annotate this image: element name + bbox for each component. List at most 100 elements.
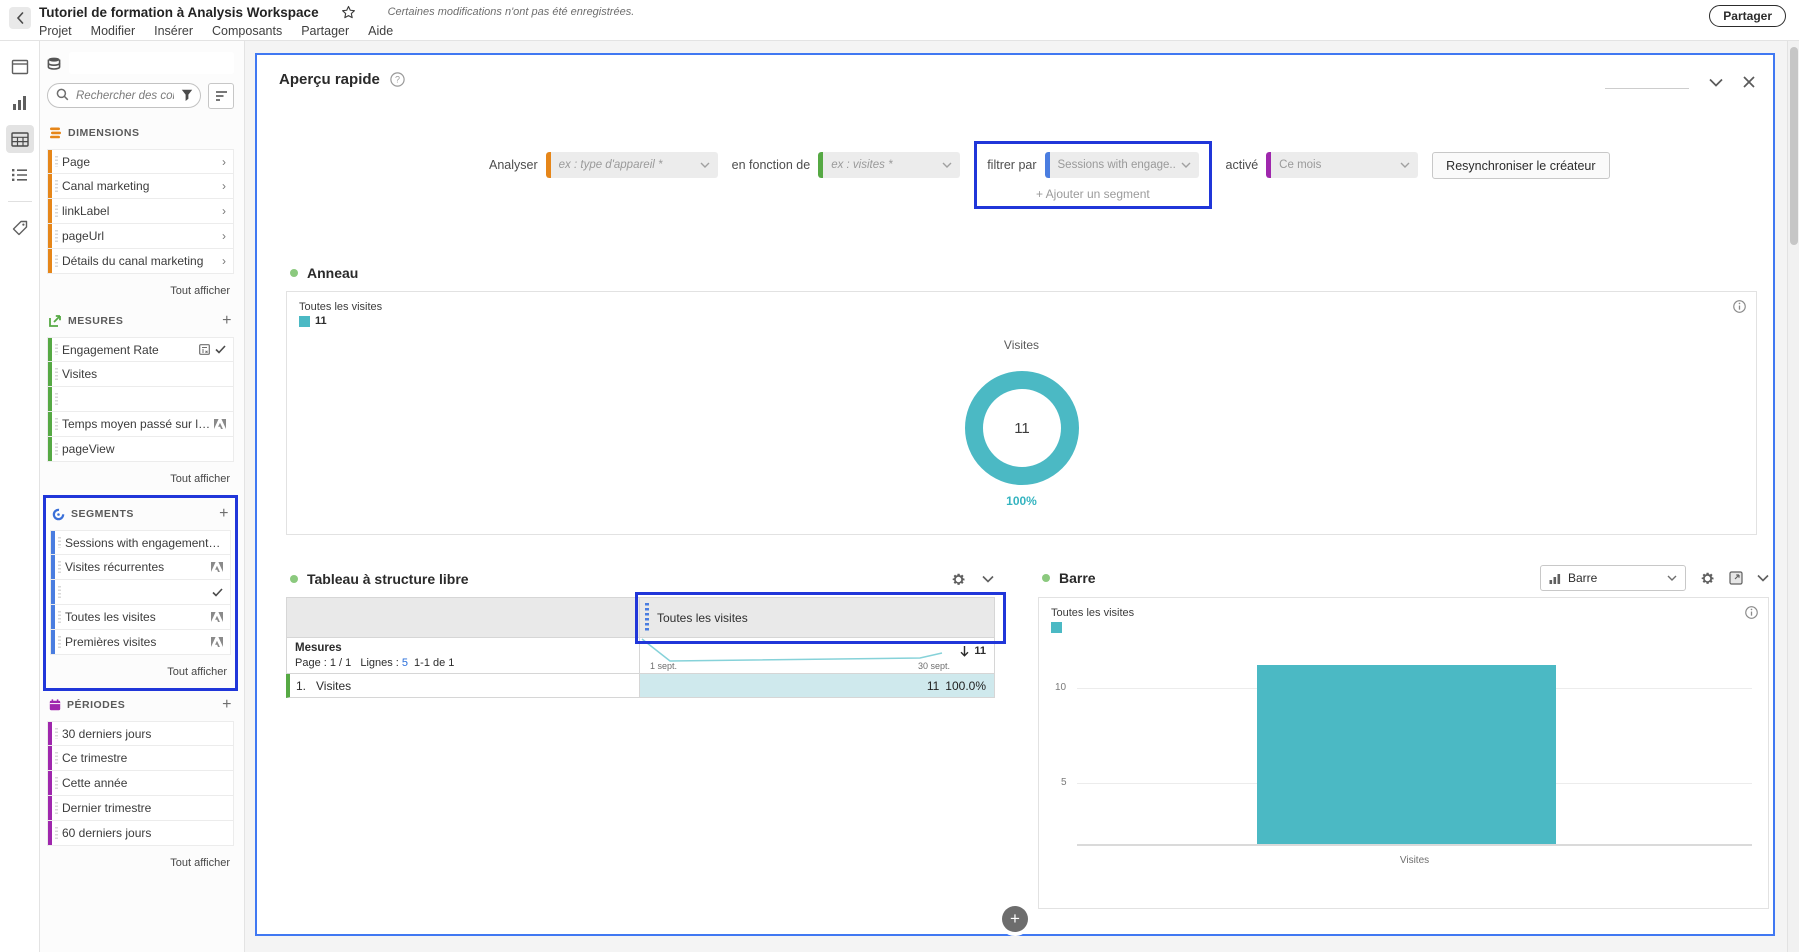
- dimension-linklabel[interactable]: linkLabel ›: [47, 199, 234, 224]
- menu-projet[interactable]: Projet: [39, 24, 72, 39]
- menu-inserer[interactable]: Insérer: [154, 24, 194, 39]
- segment-toutes-les-visites[interactable]: Toutes les visites: [50, 605, 231, 630]
- bar-visites[interactable]: [1257, 665, 1556, 844]
- table-row-label[interactable]: 1. Visites: [286, 674, 640, 698]
- dimensions-header: DIMENSIONS: [49, 125, 232, 141]
- panel-name-input[interactable]: [1605, 75, 1689, 89]
- table-row-value[interactable]: 11 100.0%: [640, 674, 995, 698]
- gear-icon[interactable]: [951, 572, 966, 587]
- annotations-icon[interactable]: [6, 214, 34, 242]
- viz-type-selector[interactable]: Barre: [1540, 565, 1686, 591]
- collapse-panel-icon[interactable]: [1709, 78, 1723, 87]
- tables-icon[interactable]: [5, 125, 34, 153]
- periodes-icon: [49, 699, 61, 711]
- back-button[interactable]: [9, 7, 31, 29]
- vertical-scrollbar[interactable]: [1787, 41, 1799, 952]
- periodes-show-all[interactable]: Tout afficher: [170, 857, 230, 869]
- workspace-canvas: Aperçu rapide ? Analyser ex : type d'app…: [245, 41, 1799, 952]
- table-column-header[interactable]: Toutes les visites: [640, 597, 995, 638]
- periode-30-derniers-jours[interactable]: 30 derniers jours: [47, 721, 234, 746]
- freeform-viz-title[interactable]: Tableau à structure libre: [307, 571, 469, 587]
- adobe-template-icon: [211, 562, 223, 572]
- table-corner-cell[interactable]: [286, 597, 640, 638]
- sort-indicator[interactable]: 11: [960, 645, 986, 657]
- dimension-canal-marketing[interactable]: Canal marketing ›: [47, 174, 234, 199]
- menu-composants[interactable]: Composants: [212, 24, 283, 39]
- bar-xaxis-label: Visites: [1399, 855, 1430, 866]
- check-icon: [212, 587, 223, 597]
- segment-premieres-visites[interactable]: Premières visites: [50, 630, 231, 655]
- donut-center-value: 11: [1014, 420, 1030, 437]
- donut-legend-swatch[interactable]: [299, 316, 310, 327]
- menu-aide[interactable]: Aide: [368, 24, 394, 39]
- sort-components-button[interactable]: [208, 83, 234, 109]
- chevron-right-icon: ›: [222, 229, 226, 243]
- add-segment-link[interactable]: + Ajouter un segment: [1035, 187, 1150, 201]
- metric-blank[interactable]: [47, 387, 234, 412]
- periode-dernier-trimestre[interactable]: Dernier trimestre: [47, 796, 234, 821]
- against-dropdown[interactable]: ex : visites *: [818, 152, 961, 178]
- chevron-right-icon: ›: [222, 179, 226, 193]
- share-button[interactable]: Partager: [1709, 5, 1786, 27]
- viz-status-dot: [290, 269, 298, 277]
- arrow-down-icon: [960, 645, 969, 657]
- top-bar: Tutoriel de formation à Analysis Workspa…: [0, 0, 1799, 40]
- add-visualization-button[interactable]: +: [1002, 906, 1028, 932]
- dimension-page[interactable]: Page ›: [47, 149, 234, 174]
- filter-funnel-icon[interactable]: [181, 89, 193, 101]
- chevron-right-icon: ›: [222, 154, 226, 169]
- lines-per-page[interactable]: 5: [401, 657, 408, 669]
- segment-visites-recurrentes[interactable]: Visites récurrentes: [50, 555, 231, 580]
- add-periode-button[interactable]: +: [222, 696, 232, 713]
- expand-icon[interactable]: [1729, 571, 1743, 585]
- dimension-pageurl[interactable]: pageUrl ›: [47, 224, 234, 249]
- add-mesure-button[interactable]: +: [222, 312, 232, 329]
- menu-modifier[interactable]: Modifier: [90, 24, 136, 39]
- periode-cette-annee[interactable]: Cette année: [47, 771, 234, 796]
- metric-pageview[interactable]: pageView: [47, 437, 234, 462]
- filter-dropdown[interactable]: Sessions with engage...: [1044, 152, 1199, 178]
- segments-list: Sessions with engagement (cu... Visites …: [50, 530, 231, 655]
- menu-partager[interactable]: Partager: [301, 24, 350, 39]
- date-start-label: 1 sept.: [650, 661, 678, 671]
- bar-viz-title[interactable]: Barre: [1059, 570, 1096, 586]
- date-range-dropdown[interactable]: Ce mois: [1266, 152, 1419, 178]
- segments-show-all[interactable]: Tout afficher: [167, 666, 227, 678]
- periodes-header: PÉRIODES +: [49, 697, 232, 713]
- metric-visites[interactable]: Visites: [47, 362, 234, 387]
- drag-handle-icon[interactable]: [645, 603, 649, 632]
- periode-ce-trimestre[interactable]: Ce trimestre: [47, 746, 234, 771]
- report-suite-selector[interactable]: [69, 52, 234, 74]
- add-segment-button[interactable]: +: [219, 505, 229, 522]
- dimensions-show-all[interactable]: Tout afficher: [170, 285, 230, 297]
- metric-engagement-rate[interactable]: Engagement Rate: [47, 337, 234, 362]
- panels-icon[interactable]: [6, 53, 34, 81]
- help-icon[interactable]: ?: [390, 72, 405, 87]
- star-icon[interactable]: [341, 5, 356, 20]
- chevron-down-icon[interactable]: [1757, 574, 1769, 582]
- segment-sessions-engagement[interactable]: Sessions with engagement (cu...: [50, 530, 231, 555]
- viz-status-dot: [290, 575, 298, 583]
- metric-temps-moyen[interactable]: Temps moyen passé sur le...: [47, 412, 234, 437]
- components-list-icon[interactable]: [6, 161, 34, 189]
- info-icon[interactable]: [1745, 606, 1758, 619]
- ytick-10: 10: [1055, 682, 1067, 693]
- chevron-down-icon[interactable]: [982, 575, 994, 583]
- search-input[interactable]: [47, 83, 201, 108]
- resync-builder-button[interactable]: Resynchroniser le créateur: [1432, 152, 1610, 179]
- bar-legend-swatch[interactable]: [1051, 622, 1062, 633]
- scrollbar-thumb[interactable]: [1790, 47, 1798, 245]
- donut-ring[interactable]: 11: [958, 364, 1086, 492]
- donut-viz-title[interactable]: Anneau: [307, 265, 359, 281]
- info-icon[interactable]: [1733, 300, 1746, 313]
- analyze-dropdown[interactable]: ex : type d'appareil *: [545, 152, 718, 178]
- visualizations-icon[interactable]: [6, 89, 34, 117]
- gear-icon[interactable]: [1700, 571, 1715, 586]
- dimension-details-canal[interactable]: Détails du canal marketing ›: [47, 249, 234, 274]
- adobe-template-icon: [211, 612, 223, 622]
- mesures-show-all[interactable]: Tout afficher: [170, 473, 230, 485]
- periode-60-derniers-jours[interactable]: 60 derniers jours: [47, 821, 234, 846]
- left-rail: [0, 41, 40, 952]
- segment-blank[interactable]: [50, 580, 231, 605]
- close-panel-icon[interactable]: [1743, 76, 1755, 88]
